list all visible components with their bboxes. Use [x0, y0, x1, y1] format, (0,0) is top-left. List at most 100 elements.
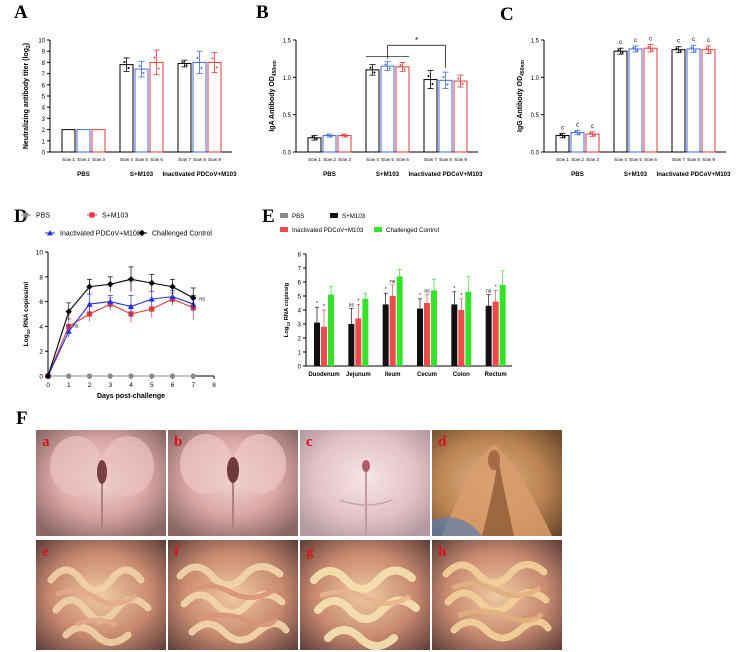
- data-point: [169, 283, 176, 290]
- photo-c: c: [300, 430, 430, 536]
- group-label: Inactivated PDCoV+M103: [656, 171, 731, 178]
- data-point: [107, 373, 113, 379]
- legend-swatch: [330, 213, 338, 218]
- bar: [431, 290, 437, 366]
- bar: [134, 68, 149, 153]
- bar: [119, 64, 134, 153]
- data-dot: [157, 67, 160, 70]
- bar: [177, 63, 192, 153]
- bar: [61, 129, 76, 153]
- data-dot: [399, 64, 402, 67]
- data-point: [169, 373, 176, 379]
- category-label: Cecum: [417, 372, 437, 378]
- legend-marker: [89, 212, 95, 218]
- y-tick-label: 7: [298, 267, 302, 273]
- data-dot: [127, 67, 130, 69]
- legend-swatch: [374, 227, 382, 232]
- category-label: Sow 4: [366, 157, 379, 162]
- sig-annotation: ns: [199, 296, 205, 302]
- data-point: [169, 293, 176, 300]
- data-dot: [123, 60, 126, 63]
- x-tick-label: 6: [171, 382, 175, 389]
- bar: [485, 305, 492, 366]
- group-label: S+M103: [624, 171, 648, 178]
- sig-annotation: ns: [486, 289, 492, 295]
- data-dot: [651, 49, 654, 52]
- category-label: Sow 2: [77, 157, 90, 162]
- data-dot: [427, 74, 430, 77]
- sig-annotation: *: [415, 36, 418, 45]
- photo-label-e: e: [42, 544, 49, 560]
- bar: [585, 133, 600, 153]
- y-tick-label: 1.0: [531, 76, 540, 82]
- y-tick-label: 1: [298, 351, 302, 357]
- bar: [424, 303, 430, 366]
- y-axis-label: IgA Antibody OD450nm: [269, 60, 278, 132]
- group-label: Inactivated PDCoV+M103: [408, 171, 483, 178]
- data-dot: [341, 133, 344, 136]
- photo-label-a: a: [42, 434, 50, 450]
- bar: [395, 66, 410, 153]
- y-tick-label: 0: [42, 151, 46, 157]
- bar: [355, 318, 362, 366]
- series-line: [47, 278, 194, 377]
- data-dot: [369, 66, 372, 69]
- y-tick-label: 4: [39, 324, 43, 331]
- category-label: Sow 6: [150, 157, 163, 162]
- bar: [570, 132, 585, 153]
- data-dot: [442, 76, 445, 79]
- bar: [438, 79, 453, 153]
- data-dot: [574, 130, 577, 133]
- data-point: [148, 279, 155, 287]
- y-tick-label: 3: [42, 117, 46, 123]
- data-point: [190, 294, 197, 302]
- sig-annotation: *: [385, 287, 387, 293]
- data-dot: [311, 135, 314, 138]
- y-tick-label: 4: [42, 106, 46, 112]
- bar: [192, 61, 207, 153]
- data-dot: [578, 132, 581, 135]
- series-line: [47, 298, 194, 377]
- data-point: [66, 373, 72, 379]
- data-dot: [373, 71, 376, 74]
- group-label: PBS: [571, 171, 584, 178]
- bar: [76, 129, 91, 153]
- sig-annotation: ns: [390, 279, 396, 285]
- group-label: S+M103: [376, 171, 400, 178]
- photo-g: g: [300, 540, 430, 650]
- data-dot: [153, 56, 156, 59]
- chart-d-viral-shedding: 0 2 4 6 8 10 0 1 2 3 4 5 6 7 8 Days post-challenge Log10…: [21, 212, 216, 400]
- y-tick-label: 6: [42, 83, 46, 89]
- bar: [417, 308, 423, 366]
- category-label: Jejunum: [346, 372, 371, 378]
- chart-c-igg-antibody: 0.0 0.5 1.0 1.5 IgG Antibody OD450nm c Sow 1 c S…: [517, 36, 731, 178]
- photo-label-h: h: [438, 544, 447, 560]
- x-tick-label: 2: [88, 382, 92, 389]
- x-tick-label: 0: [46, 382, 50, 389]
- data-point: [65, 328, 72, 334]
- bar: [628, 48, 643, 153]
- x-tick-label: 4: [129, 382, 133, 389]
- category-label: Sow 7: [178, 157, 191, 162]
- sig-annotation: ns: [424, 289, 430, 295]
- y-tick-label: 6: [39, 299, 43, 306]
- photo-b: b: [168, 430, 298, 536]
- y-axis-label: Neutralizing antibody titer (log2): [23, 43, 32, 149]
- category-label: Sow 9: [454, 157, 467, 162]
- photo-label-c: c: [306, 434, 313, 450]
- bar: [321, 326, 327, 366]
- y-tick-label: 4: [298, 309, 302, 315]
- data-dot: [694, 49, 697, 52]
- sig-annotation: *: [323, 304, 325, 310]
- photo-a: a: [36, 430, 166, 536]
- legend-label: PBS: [292, 213, 304, 220]
- bar-label: c: [677, 39, 680, 45]
- bar-label: c: [707, 38, 710, 44]
- x-tick-label: 8: [212, 382, 216, 389]
- data-point: [127, 276, 135, 283]
- data-dot: [431, 83, 434, 86]
- category-label: Ileum: [385, 372, 401, 378]
- y-tick-label: 5: [298, 295, 302, 301]
- category-label: Rectum: [485, 372, 507, 378]
- data-dot: [636, 49, 639, 52]
